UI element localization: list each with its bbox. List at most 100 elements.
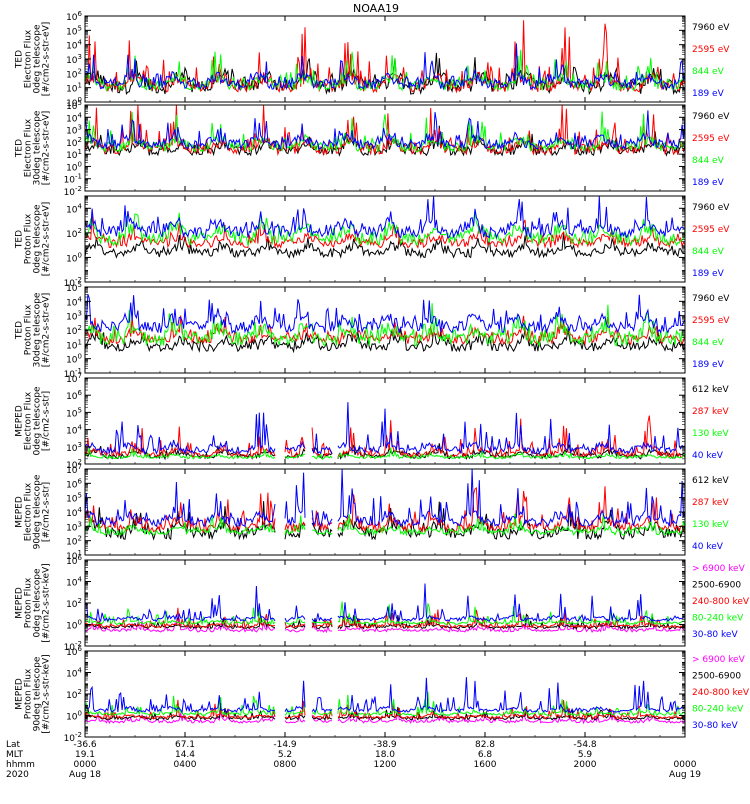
y-tick-label: 106 (66, 477, 82, 490)
chart-title: NOAA19 (353, 2, 399, 15)
legend-entry: > 6900 keV (692, 564, 746, 574)
legend-entry: 2595 eV (692, 134, 730, 144)
panel-2-traces (85, 105, 685, 157)
y-tick-label: 10-2 (64, 640, 82, 653)
legend-entry: 844 eV (692, 156, 725, 166)
x-axis-labels: Lat -36.6 67.1 -14.9 -38.9 82.8 -54.8 MLT 19.1 14… (6, 740, 701, 780)
y-tick-label: 104 (66, 111, 82, 124)
legend-entry: 30-80 keV (692, 721, 738, 731)
series-line-30-80-kev (85, 677, 685, 714)
y-tick-label: 104 (66, 202, 82, 215)
panel-6-traces (85, 469, 685, 541)
x-row-value: -36.6 (73, 740, 97, 750)
panel-1-traces (85, 20, 685, 96)
series-line-2595-ev (85, 20, 685, 94)
x-row-value: 14.4 (175, 750, 195, 760)
series-line-40-kev (85, 402, 685, 456)
y-axis-label: TEDElectron Flux0deg telescope[#/cm2-s-s… (15, 22, 52, 97)
series-line-80-240-kev (85, 601, 685, 626)
x-row-value: 1200 (374, 760, 397, 770)
series-line-130-kev (85, 447, 685, 460)
y-tick-label: 10-2 (64, 185, 82, 198)
legend-entry: 844 eV (692, 67, 725, 77)
y-tick-label: 102 (66, 535, 82, 548)
y-tick-label: 102 (66, 67, 82, 80)
series-line-7960-ev (85, 231, 685, 259)
y-axis-label: MEPEDElectron Flux0deg telescope[#/cm2-s… (15, 386, 52, 456)
y-tick-label: 102 (66, 227, 82, 240)
y-tick-label: 105 (66, 99, 82, 112)
series-line-30-80-kev (85, 583, 685, 623)
series-line-612-kev (85, 501, 685, 541)
legend-entry: 287 keV (692, 498, 729, 508)
x-row-label: Lat (6, 740, 21, 750)
y-tick-label: 100 (66, 251, 82, 264)
series-line-844-ev (85, 303, 685, 348)
series-line-2595-ev (85, 215, 685, 249)
legend-entry: 40 keV (692, 451, 724, 461)
y-axis-label: MEPEDProton Flux0deg telescope[#/cm2-s-s… (15, 563, 52, 642)
series-line-2595-ev (85, 105, 685, 157)
y-tick-label: 10-1 (64, 173, 82, 186)
y-tick-label: 101 (66, 82, 82, 95)
y-tick-label: 100 (66, 353, 82, 366)
y-axis-label: MEPEDProton Flux90deg telescope[#/cm2-s-… (15, 654, 52, 733)
panel-frame (84, 650, 686, 738)
series-line-7960-ev (85, 326, 685, 354)
series-line-240-800-kev (85, 699, 685, 721)
x-row-value: 82.8 (475, 740, 495, 750)
y-tick-label: 101 (66, 148, 82, 161)
y-tick-label: 100 (66, 96, 82, 109)
y-tick-label: 106 (66, 389, 82, 402)
panel-5-traces (85, 402, 685, 461)
legend-entry: 2500-6900 (692, 581, 741, 591)
y-tick-label: 100 (66, 710, 82, 723)
x-row-value: 0000 (674, 760, 697, 770)
y-axis-label: TEDElectron Flux30deg telescope[#/cm2-s-… (15, 110, 52, 185)
legend-entry: > 6900 keV (692, 655, 746, 665)
legend-entry: 844 eV (692, 247, 725, 257)
panel-frame (84, 559, 686, 647)
y-tick-label: 104 (66, 295, 82, 308)
panel-8-traces (85, 677, 685, 725)
legend-entry: 40 keV (692, 542, 724, 552)
x-row-value: 19.1 (75, 750, 95, 760)
y-tick-label: 105 (66, 406, 82, 419)
y-tick-label: 102 (66, 136, 82, 149)
x-row-value: Aug 18 (69, 770, 101, 780)
legend-entry: 7960 eV (692, 294, 730, 304)
x-row-value: 5.2 (278, 750, 292, 760)
x-row-value: 2000 (574, 760, 597, 770)
series-line-189-ev (85, 110, 685, 151)
series-line-130-kev (85, 513, 685, 537)
y-tick-label: 103 (66, 520, 82, 533)
x-row-value: 0800 (274, 760, 297, 770)
panel-frame (84, 15, 686, 103)
series-line-40-kev (85, 469, 685, 528)
legend-entry: 189 eV (692, 178, 725, 188)
legend-entry: 7960 eV (692, 112, 730, 122)
x-row-value: -54.8 (573, 740, 597, 750)
y-tick-label: 102 (66, 597, 82, 610)
series-line-189-ev (85, 196, 685, 240)
y-tick-label: 10-1 (64, 367, 82, 380)
legend-entry: 287 keV (692, 407, 729, 417)
y-tick-label: 103 (66, 53, 82, 66)
y-tick-label: 107 (66, 463, 82, 476)
y-axis-label: TEDProton Flux30deg telescope[#/cm2-s-st… (15, 292, 52, 367)
legend-entry: 2500-6900 (692, 672, 741, 682)
y-tick-label: 101 (66, 338, 82, 351)
panel-7: 10-2 100 102 104 106 MEPEDProton Flux0deg tel… (15, 554, 750, 653)
y-tick-label: 106 (66, 10, 82, 23)
x-row-label: MLT (6, 750, 24, 760)
y-tick-label: 102 (66, 458, 82, 471)
series-line-2595-ev (85, 315, 685, 346)
legend-entry: 7960 eV (692, 23, 730, 33)
panel-frame (84, 195, 686, 283)
y-tick-label: 105 (66, 24, 82, 37)
panel-7-traces (85, 583, 685, 634)
